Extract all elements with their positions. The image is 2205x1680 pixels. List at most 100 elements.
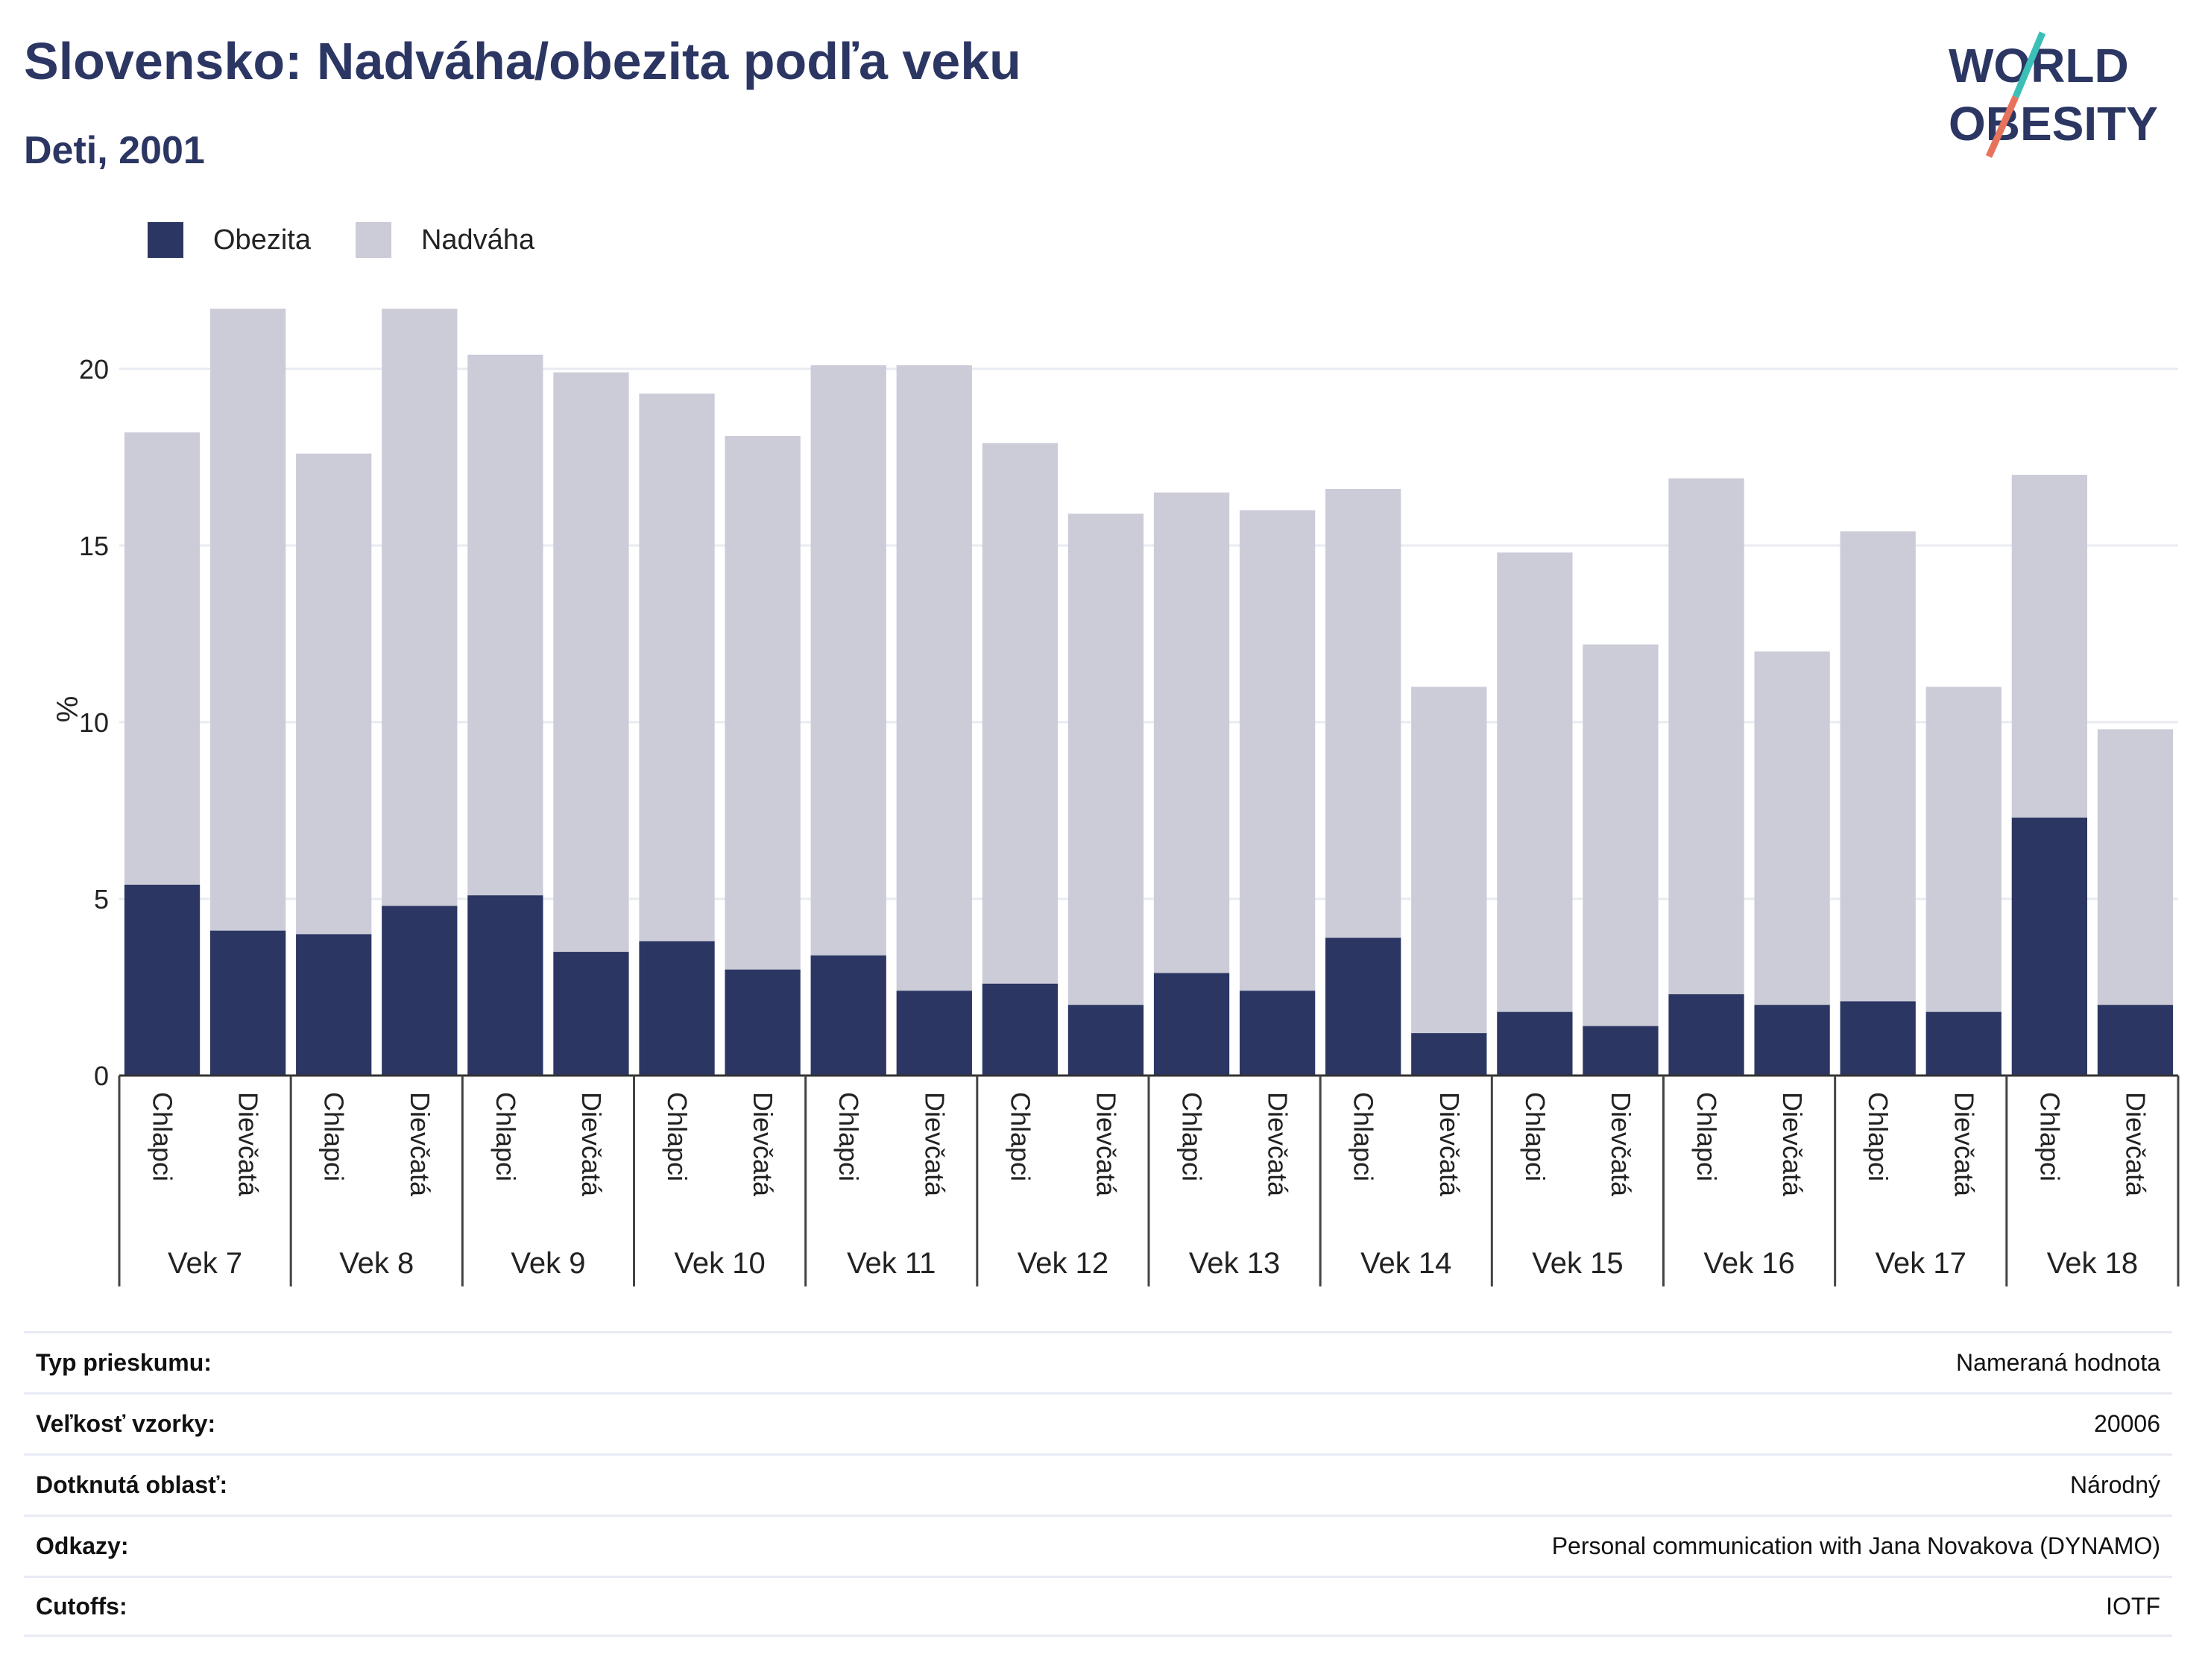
info-value: 20006 <box>2094 1410 2160 1437</box>
info-label: Typ prieskumu: <box>36 1349 212 1376</box>
chart-subtitle: Deti, 2001 <box>24 129 205 172</box>
bar-nadvaha <box>1153 492 1230 973</box>
bar-obezita <box>1668 994 1744 1076</box>
bar-obezita <box>1325 938 1401 1076</box>
bar-nadvaha <box>1239 510 1316 991</box>
info-table: Typ prieskumu: Nameraná hodnota Veľkosť … <box>24 1331 2172 1637</box>
bar-nadvaha <box>639 394 715 941</box>
x-subcategory-label: Dievčatá <box>576 1092 607 1197</box>
bar-obezita <box>1067 1005 1144 1076</box>
legend-swatch-obezita <box>148 222 183 258</box>
x-group-label: Vek 7 <box>168 1247 242 1280</box>
x-subcategory-label: Chlapci <box>148 1092 178 1181</box>
legend-label-nadvaha: Nadváha <box>420 224 535 256</box>
x-subcategory-label: Chlapci <box>1520 1092 1551 1181</box>
y-tick-label: 20 <box>79 354 109 385</box>
x-subcategory-label: Dievčatá <box>1263 1092 1293 1197</box>
logo-stroke-coral <box>1985 95 2019 158</box>
x-group-label: Vek 17 <box>1876 1247 1966 1280</box>
x-subcategory-label: Chlapci <box>662 1092 693 1181</box>
bar-obezita <box>1239 991 1316 1076</box>
bar-obezita <box>982 983 1059 1076</box>
stacked-bar-chart: 0 5 10 15 20% Chlapci Dievčatá Chlapci Dievčatá C… <box>50 309 2180 1286</box>
x-group-label: Vek 14 <box>1360 1247 1451 1280</box>
info-row: Odkazy: Personal communication with Jana… <box>24 1515 2172 1576</box>
bar-nadvaha <box>725 435 801 970</box>
x-subcategory-label: Dievčatá <box>919 1092 950 1197</box>
x-subcategory-label: Chlapci <box>1691 1092 1722 1181</box>
bar-nadvaha <box>1067 514 1144 1005</box>
info-value: IOTF <box>2106 1592 2160 1620</box>
info-label: Veľkosť vzorky: <box>36 1410 216 1437</box>
bar-nadvaha <box>553 372 629 953</box>
bar-nadvaha <box>467 354 543 896</box>
bar-obezita <box>296 934 372 1076</box>
bar-nadvaha <box>1411 686 1487 1034</box>
x-subcategory-label: Dievčatá <box>748 1092 778 1197</box>
x-subcategory-label: Chlapci <box>1177 1092 1208 1181</box>
y-axis-label: % <box>50 696 83 723</box>
logo-line2: OBESITY <box>1949 97 2158 151</box>
x-subcategory-label: Chlapci <box>1348 1092 1379 1181</box>
bar-obezita <box>1497 1011 1573 1076</box>
x-group-label: Vek 10 <box>674 1247 765 1280</box>
bar-obezita <box>1153 973 1230 1076</box>
x-subcategory-label: Chlapci <box>319 1092 350 1181</box>
bar-obezita <box>209 930 286 1076</box>
x-group-label: Vek 9 <box>511 1247 585 1280</box>
bar-nadvaha <box>2011 475 2088 818</box>
bar-nadvaha <box>124 432 201 885</box>
bar-nadvaha <box>982 443 1059 984</box>
info-row: Cutoffs: IOTF <box>24 1576 2172 1637</box>
bar-obezita <box>1925 1011 2001 1076</box>
x-subcategory-label: Chlapci <box>833 1092 864 1181</box>
bar-obezita <box>2011 817 2088 1076</box>
x-group-label: Vek 12 <box>1018 1247 1108 1280</box>
legend-item-obezita: Obezita <box>148 222 311 258</box>
x-group-label: Vek 18 <box>2047 1247 2138 1280</box>
logo-stroke-teal <box>2012 31 2046 98</box>
info-row: Typ prieskumu: Nameraná hodnota <box>24 1331 2172 1392</box>
bar-nadvaha <box>1840 531 1916 1002</box>
x-subcategory-label: Dievčatá <box>405 1092 435 1197</box>
x-group-label: Vek 8 <box>339 1247 414 1280</box>
x-group-label: Vek 15 <box>1532 1247 1623 1280</box>
bar-obezita <box>896 991 972 1076</box>
x-subcategory-label: Chlapci <box>490 1092 521 1181</box>
bar-nadvaha <box>810 365 886 956</box>
info-row: Dotknutá oblasť: Národný <box>24 1453 2172 1515</box>
x-group-label: Vek 13 <box>1189 1247 1280 1280</box>
bar-nadvaha <box>1325 489 1401 938</box>
x-group-label: Vek 16 <box>1703 1247 1794 1280</box>
bar-obezita <box>1583 1026 1659 1076</box>
bar-obezita <box>2097 1005 2174 1076</box>
bar-nadvaha <box>296 453 372 935</box>
x-subcategory-label: Dievčatá <box>1434 1092 1465 1197</box>
y-tick-label: 5 <box>94 884 109 915</box>
x-subcategory-label: Chlapci <box>1005 1092 1035 1181</box>
bar-nadvaha <box>896 365 972 991</box>
world-obesity-logo: WORLD OBESITY <box>1949 31 2158 158</box>
bar-nadvaha <box>1754 651 1830 1005</box>
bar-obezita <box>639 941 715 1076</box>
bar-nadvaha <box>382 309 458 906</box>
bar-nadvaha <box>1497 552 1573 1012</box>
bar-obezita <box>1840 1001 1916 1076</box>
y-tick-label: 10 <box>79 707 109 738</box>
bar-nadvaha <box>2097 729 2174 1005</box>
bar-obezita <box>725 969 801 1076</box>
bar-obezita <box>810 955 886 1076</box>
info-label: Cutoffs: <box>36 1592 127 1620</box>
bar-nadvaha <box>209 309 286 931</box>
y-tick-label: 15 <box>79 531 109 561</box>
bar-obezita <box>553 952 629 1076</box>
info-value: Národný <box>2070 1471 2160 1498</box>
x-subcategory-label: Chlapci <box>2034 1092 2065 1181</box>
legend-label-obezita: Obezita <box>213 224 311 256</box>
chart-title: Slovensko: Nadváha/obezita podľa veku <box>24 32 1021 90</box>
legend-item-nadvaha: Nadváha <box>355 222 535 258</box>
bar-obezita <box>124 884 201 1076</box>
info-row: Veľkosť vzorky: 20006 <box>24 1392 2172 1453</box>
legend-swatch-nadvaha <box>355 222 391 258</box>
info-label: Odkazy: <box>36 1532 129 1559</box>
